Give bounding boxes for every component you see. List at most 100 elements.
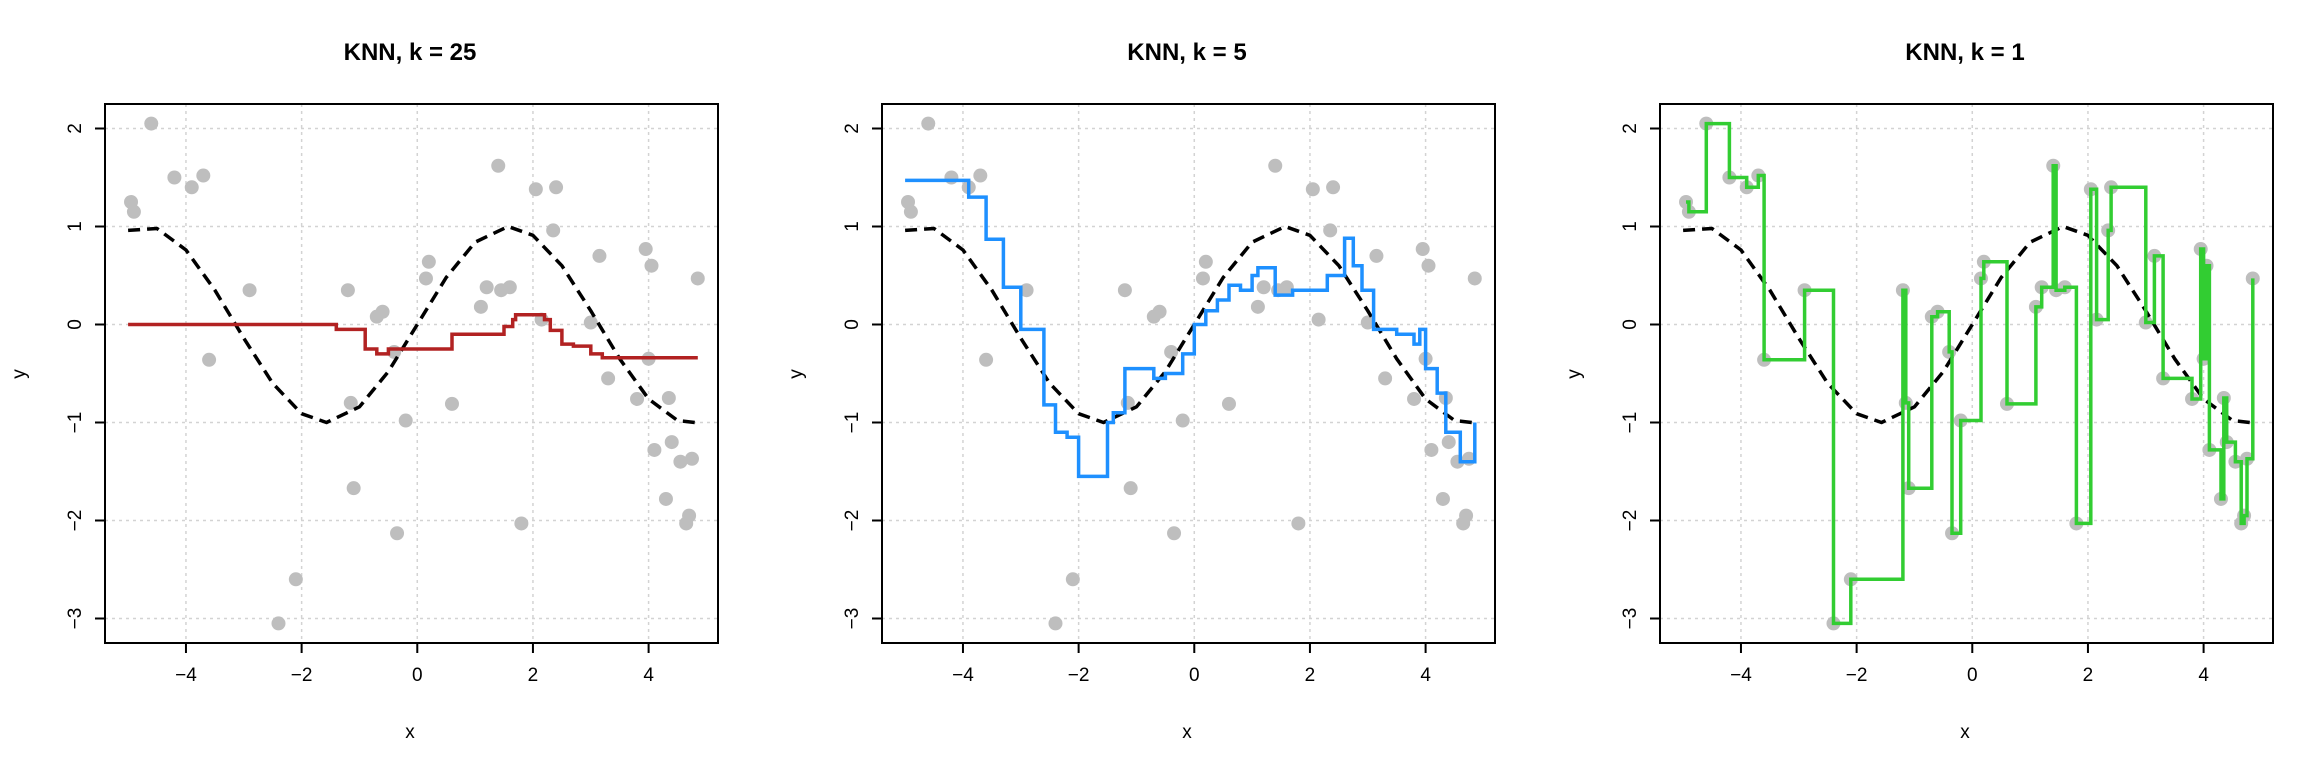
data-point (346, 481, 361, 496)
y-tick-label: −3 (65, 608, 86, 630)
knn-fit-line (128, 312, 698, 360)
plot-area: −4 −2 0 2 4 −3 −2 −1 0 1 2 (65, 103, 719, 686)
data-point (944, 170, 959, 185)
data-point (418, 271, 433, 286)
data-point (1326, 180, 1341, 195)
y-tick-label: 1 (842, 221, 863, 232)
x-tick-label: −4 (175, 665, 197, 686)
panel-k1: KNN, k = 1 x y −4 −2 0 2 4 −3 −2 −1 0 1 2 (1564, 39, 2274, 743)
data-point (528, 182, 543, 197)
y-tick-label: −1 (1620, 412, 1641, 434)
data-point (1221, 396, 1236, 411)
data-point (144, 116, 159, 131)
x-tick-label: −4 (1730, 665, 1752, 686)
y-tick-label: 1 (65, 221, 86, 232)
data-point (1311, 312, 1326, 327)
panel-title: KNN, k = 1 (1905, 39, 2024, 66)
y-tick-label: −1 (842, 412, 863, 434)
x-tick-label: 4 (2198, 665, 2209, 686)
y-tick-label: 2 (65, 123, 86, 134)
data-point (1323, 223, 1338, 238)
x-tick-label: 2 (528, 665, 539, 686)
data-point (647, 442, 662, 457)
plot-area: −4 −2 0 2 4 −3 −2 −1 0 1 2 (1620, 103, 2274, 686)
data-point (921, 116, 936, 131)
data-point (601, 371, 616, 386)
data-point (903, 204, 918, 219)
data-point (444, 396, 459, 411)
data-point (1164, 344, 1179, 359)
data-point (196, 168, 211, 183)
data-point (271, 616, 286, 631)
x-tick-label: 0 (1967, 665, 1978, 686)
x-tick-label: 4 (643, 665, 654, 686)
data-point (1279, 280, 1294, 295)
data-point (340, 283, 355, 298)
data-point (1305, 182, 1320, 197)
data-point (184, 180, 199, 195)
data-point (1421, 258, 1436, 273)
data-point (664, 435, 679, 450)
panel-title: KNN, k = 5 (1127, 39, 1246, 66)
data-point (684, 451, 699, 466)
data-point (658, 491, 673, 506)
data-point (1195, 271, 1210, 286)
y-tick-label: −2 (1620, 510, 1641, 532)
y-axis-label: y (9, 369, 30, 379)
data-point (242, 283, 257, 298)
data-point (288, 572, 303, 587)
data-point (514, 516, 529, 531)
data-point (682, 508, 697, 523)
y-tick-label: −2 (65, 510, 86, 532)
data-point (1435, 491, 1450, 506)
data-point (1407, 391, 1422, 406)
x-tick-label: 2 (1305, 665, 1316, 686)
panel-title: KNN, k = 25 (344, 39, 477, 66)
x-tick-label: 2 (2083, 665, 2094, 686)
data-point (1167, 526, 1182, 541)
data-point (973, 168, 988, 183)
x-tick-label: −4 (952, 665, 974, 686)
data-point (473, 299, 488, 314)
true-function-line (127, 224, 696, 425)
x-axis-label: x (405, 722, 415, 743)
data-point (1019, 283, 1034, 298)
data-point (375, 304, 390, 319)
x-tick-label: 4 (1420, 665, 1431, 686)
data-point (1378, 371, 1393, 386)
y-tick-label: −3 (1620, 608, 1641, 630)
data-point (638, 242, 653, 257)
panel-k5: KNN, k = 5 x y −4 −2 0 2 4 −3 −2 −1 0 1 2 (786, 39, 1496, 743)
data-point (1415, 242, 1430, 257)
y-axis-label: y (786, 369, 807, 379)
panel-k25: KNN, k = 25 x y −4 −2 0 2 4 −3 −2 −1 0 1 2 (9, 39, 719, 743)
data-point (661, 391, 676, 405)
y-tick-label: 0 (842, 319, 863, 330)
data-point (167, 170, 182, 185)
data-point (1291, 516, 1306, 531)
data-point (583, 315, 598, 330)
plot-frame (104, 103, 719, 644)
data-point (690, 271, 705, 286)
y-axis-label: y (1564, 369, 1585, 379)
data-point (1268, 158, 1283, 173)
data-point (1152, 304, 1167, 319)
data-point (1117, 283, 1132, 298)
knn-fit-line (905, 178, 1477, 479)
y-tick-label: 2 (1620, 123, 1641, 134)
data-point (343, 395, 358, 410)
x-tick-label: −2 (1068, 665, 1090, 686)
y-tick-label: 0 (65, 319, 86, 330)
data-point (502, 280, 517, 295)
data-point (1459, 508, 1474, 523)
data-point (592, 248, 607, 263)
x-axis-label: x (1960, 722, 1970, 743)
data-point (630, 391, 645, 406)
data-point (202, 352, 217, 367)
data-point (673, 454, 688, 469)
data-point (398, 413, 413, 428)
data-point (1065, 572, 1080, 587)
data-point (1441, 435, 1456, 450)
y-tick-label: −3 (842, 608, 863, 630)
